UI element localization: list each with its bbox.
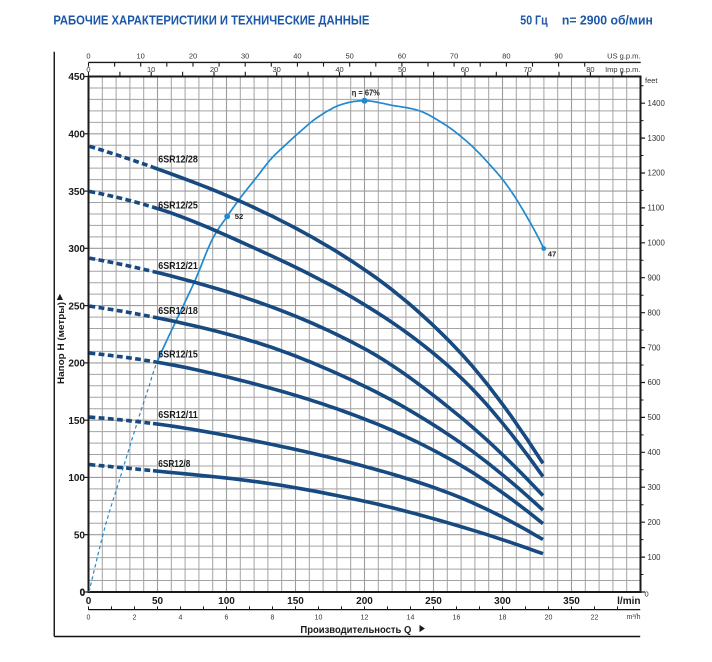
svg-text:900: 900 [648, 273, 662, 282]
svg-text:6: 6 [225, 615, 229, 622]
svg-text:70: 70 [450, 51, 458, 60]
svg-text:0: 0 [645, 589, 649, 598]
svg-text:200: 200 [68, 359, 85, 370]
svg-text:10: 10 [315, 615, 323, 622]
svg-text:0: 0 [86, 51, 90, 60]
svg-text:0: 0 [79, 588, 85, 599]
svg-text:800: 800 [648, 308, 662, 317]
svg-text:100: 100 [68, 473, 85, 484]
svg-text:90: 90 [554, 51, 562, 60]
svg-text:1400: 1400 [648, 99, 666, 108]
svg-text:6SR12/25: 6SR12/25 [158, 201, 198, 212]
svg-text:12: 12 [361, 615, 369, 622]
svg-text:150: 150 [68, 416, 85, 427]
svg-text:80: 80 [586, 65, 594, 74]
svg-text:0: 0 [86, 596, 92, 607]
svg-text:60: 60 [398, 51, 406, 60]
svg-text:6SR12/11: 6SR12/11 [158, 410, 198, 421]
svg-text:10: 10 [137, 51, 145, 60]
svg-text:1200: 1200 [648, 169, 666, 178]
svg-text:6SR12/15: 6SR12/15 [158, 350, 198, 361]
svg-text:50: 50 [152, 596, 164, 607]
svg-text:16: 16 [453, 615, 461, 622]
svg-text:2: 2 [133, 615, 137, 622]
svg-text:Производительность Q: Производительность Q [300, 624, 411, 636]
svg-text:50 Гц: 50 Гц [520, 13, 547, 28]
svg-text:300: 300 [68, 244, 85, 255]
svg-text:20: 20 [545, 615, 553, 622]
svg-text:8: 8 [271, 615, 275, 622]
svg-text:600: 600 [648, 378, 662, 387]
svg-text:700: 700 [648, 343, 662, 352]
svg-text:450: 450 [68, 72, 85, 83]
svg-text:РАБОЧИЕ ХАРАКТЕРИСТИКИ И ТЕХНИ: РАБОЧИЕ ХАРАКТЕРИСТИКИ И ТЕХНИЧЕСКИЕ ДАН… [53, 13, 369, 28]
svg-text:1300: 1300 [648, 134, 666, 143]
svg-text:250: 250 [425, 596, 442, 607]
svg-text:n= 2900 об/мин: n= 2900 об/мин [562, 13, 653, 28]
svg-text:50: 50 [398, 65, 406, 74]
svg-text:22: 22 [591, 615, 599, 622]
svg-text:6SR12/18: 6SR12/18 [158, 306, 198, 317]
svg-text:250: 250 [68, 301, 85, 312]
svg-text:150: 150 [287, 596, 304, 607]
svg-text:30: 30 [241, 51, 249, 60]
svg-text:1100: 1100 [648, 204, 665, 213]
svg-text:40: 40 [335, 65, 343, 74]
svg-text:0: 0 [87, 615, 91, 622]
svg-text:40: 40 [293, 51, 301, 60]
svg-text:10: 10 [147, 65, 155, 74]
svg-text:20: 20 [210, 65, 218, 74]
svg-text:4: 4 [179, 615, 183, 622]
svg-text:350: 350 [563, 596, 580, 607]
svg-text:47: 47 [548, 250, 557, 259]
svg-text:70: 70 [524, 65, 532, 74]
svg-text:m³/h: m³/h [627, 614, 641, 621]
svg-text:US g.p.m.: US g.p.m. [607, 51, 640, 60]
svg-text:300: 300 [494, 596, 511, 607]
svg-text:0: 0 [86, 65, 90, 74]
svg-text:6SR12/21: 6SR12/21 [158, 261, 198, 272]
svg-text:Imp g.p.m.: Imp g.p.m. [605, 65, 640, 74]
svg-text:6SR12/28: 6SR12/28 [158, 155, 198, 166]
svg-text:300: 300 [648, 483, 662, 492]
svg-text:400: 400 [648, 448, 662, 457]
svg-text:η = 67%: η = 67% [352, 89, 380, 98]
svg-text:400: 400 [68, 130, 85, 141]
svg-text:feet: feet [645, 76, 658, 85]
svg-text:350: 350 [68, 187, 85, 198]
svg-text:0: 0 [80, 588, 86, 599]
svg-text:6SR12/8: 6SR12/8 [158, 459, 190, 470]
svg-text:14: 14 [407, 615, 415, 622]
svg-text:20: 20 [189, 51, 197, 60]
svg-text:500: 500 [648, 413, 662, 422]
svg-text:1000: 1000 [648, 239, 666, 248]
svg-text:50: 50 [346, 51, 354, 60]
svg-text:60: 60 [461, 65, 469, 74]
svg-text:100: 100 [648, 553, 662, 562]
svg-text:80: 80 [502, 51, 510, 60]
svg-text:l/min: l/min [617, 596, 640, 607]
svg-text:52: 52 [235, 212, 244, 221]
svg-text:200: 200 [356, 596, 373, 607]
svg-text:50: 50 [74, 530, 86, 541]
svg-text:30: 30 [273, 65, 281, 74]
svg-text:200: 200 [648, 518, 662, 527]
svg-text:18: 18 [499, 615, 507, 622]
svg-text:100: 100 [218, 596, 235, 607]
svg-text:Напор H (метры): Напор H (метры) [56, 302, 67, 384]
